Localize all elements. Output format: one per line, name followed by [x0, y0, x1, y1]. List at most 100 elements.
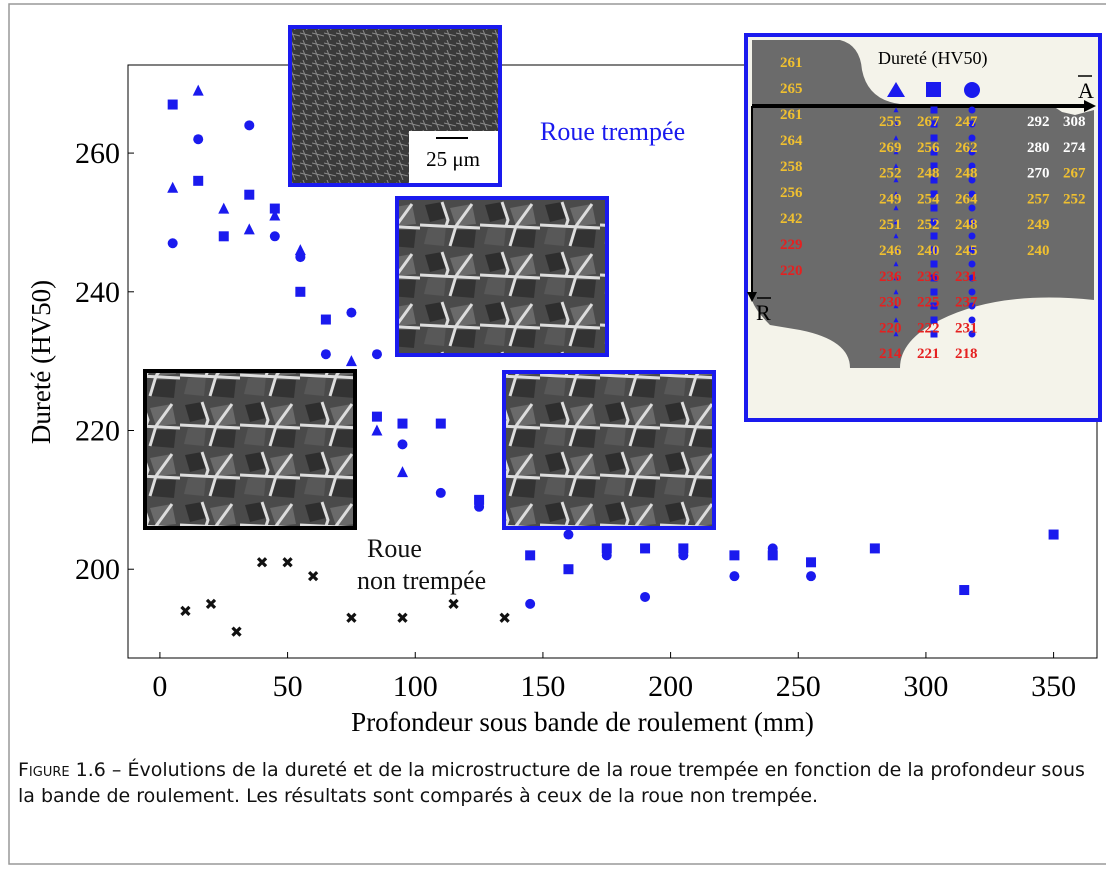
circle-point	[167, 238, 178, 249]
circle-point	[968, 232, 976, 240]
triangle-point	[893, 163, 899, 169]
circle-point	[968, 162, 976, 170]
triangle-point	[893, 107, 899, 113]
square-point	[930, 316, 938, 324]
circle-point	[968, 218, 976, 226]
y-tick-label: 200	[75, 553, 120, 586]
cross-point	[282, 557, 293, 568]
annotation: Roue	[367, 534, 422, 563]
triangle-point	[192, 84, 204, 96]
inset-value: 262	[955, 140, 978, 156]
circle-point	[767, 543, 778, 554]
micrographs: 25 μm	[143, 25, 716, 530]
triangle-point	[893, 275, 899, 281]
triangle-point	[893, 191, 899, 197]
circle-point	[968, 204, 976, 212]
micrograph	[395, 196, 609, 357]
triangle-point	[371, 424, 383, 436]
square-point	[959, 585, 970, 596]
marks	[167, 84, 1059, 637]
inset-value: 240	[1027, 243, 1050, 259]
square-point	[869, 543, 880, 554]
circle-point	[968, 316, 976, 324]
triangle-point	[218, 202, 230, 214]
micrograph	[502, 370, 716, 530]
circle-point	[525, 598, 536, 609]
caption: Figure 1.6 – Évolutions de la dureté et …	[18, 757, 1104, 809]
square-point	[930, 274, 938, 282]
caption-label: Figure 1.6	[18, 759, 106, 781]
cross-point	[448, 598, 459, 610]
legend-square	[926, 82, 941, 97]
scale-box	[409, 131, 498, 183]
arrow	[1084, 100, 1096, 112]
wheel-section	[752, 40, 1094, 368]
circle-point	[193, 134, 204, 145]
triangle-point	[893, 149, 899, 155]
cross-point	[231, 626, 242, 637]
triangle-point	[893, 233, 899, 239]
square-point	[930, 330, 938, 338]
x-axis-label: Profondeur sous bande de roulement (mm)	[351, 707, 814, 737]
y-tick-label: 220	[75, 415, 120, 448]
circle-point	[968, 302, 976, 310]
circle-point	[968, 134, 976, 142]
circle-point	[563, 529, 574, 540]
circle-point	[968, 148, 976, 156]
triangle-point	[893, 331, 899, 337]
circle-point	[968, 176, 976, 184]
legend-triangle	[887, 82, 905, 97]
circle-point	[269, 231, 280, 242]
x-tick-label: 200	[648, 670, 693, 703]
inset-value: 252	[1063, 191, 1086, 207]
square-point	[244, 189, 255, 200]
square-point	[930, 162, 938, 170]
inset-value: 249	[1027, 217, 1050, 233]
inset-value: 258	[780, 159, 803, 175]
inset: A R Dureté (HV50) 261 265 261 264 258 256 242 2…	[744, 33, 1102, 422]
circle-point	[601, 550, 612, 561]
x-tick-label: 150	[520, 670, 565, 703]
square-point	[930, 232, 938, 240]
triangle-point	[893, 247, 899, 253]
triangle-point	[167, 181, 179, 193]
x-tick-label: 300	[903, 670, 948, 703]
circle-point	[968, 260, 976, 268]
cross-point	[256, 557, 268, 568]
inset-value: 225	[917, 295, 940, 311]
inset-value: 254	[917, 191, 940, 207]
x-tick-label: 0	[152, 670, 167, 703]
triangle-point	[893, 177, 899, 183]
circle-point	[397, 439, 408, 450]
square-point	[930, 176, 938, 184]
scale-label: 25 μm	[426, 147, 480, 171]
square-point	[563, 564, 574, 575]
square-point	[930, 302, 938, 310]
square-point	[930, 204, 938, 212]
circle-point	[968, 274, 976, 282]
circle-point	[474, 501, 485, 512]
inset-value: 292	[1027, 114, 1050, 130]
caption-text: – Évolutions de la dureté et de la micro…	[18, 759, 1085, 807]
circle-point	[371, 349, 382, 360]
circle-point	[320, 349, 331, 360]
square-point	[930, 260, 938, 268]
inset-value: 248	[917, 166, 940, 182]
circle-point	[968, 246, 976, 254]
inset-value: 256	[780, 185, 803, 201]
circle-point	[295, 252, 306, 263]
square-point	[1048, 529, 1059, 540]
inset-value: 222	[917, 320, 940, 336]
x-tick-label: 350	[1031, 670, 1076, 703]
square-point	[474, 494, 485, 505]
inset-value: 252	[917, 217, 940, 233]
x-tick-label: 50	[273, 670, 303, 703]
circle-point	[640, 591, 651, 602]
inset-value: 261	[780, 107, 803, 123]
square-point	[930, 288, 938, 296]
triangle-point	[243, 223, 255, 235]
inset-value: 236	[879, 269, 902, 285]
cross-point	[346, 612, 357, 623]
cross-point	[397, 612, 408, 623]
axis-r-label: R	[756, 300, 771, 325]
